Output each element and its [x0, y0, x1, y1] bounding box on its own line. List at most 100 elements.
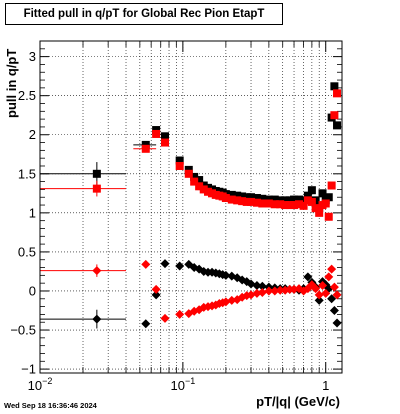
data-point-square: [175, 161, 184, 170]
data-point-diamond: [160, 313, 170, 323]
y-tick-label: 0: [29, 283, 36, 298]
data-point-diamond: [252, 281, 262, 291]
y-axis-label: pull in q/pT: [4, 48, 19, 118]
series-0: [40, 82, 342, 213]
data-point-diamond: [332, 318, 342, 328]
x-tick-label: 10−1: [170, 376, 195, 393]
data-point-diamond: [252, 288, 262, 298]
data-point-square: [299, 201, 308, 210]
data-point-square: [247, 193, 256, 202]
data-point-square: [252, 198, 261, 207]
data-point-square: [141, 144, 150, 153]
data-point-diamond: [311, 284, 321, 294]
data-point-square: [264, 199, 273, 208]
data-point-diamond: [314, 290, 324, 300]
data-point-diamond: [329, 306, 339, 316]
y-tick-label: 3: [29, 49, 36, 64]
x-tick-label: 1: [322, 378, 329, 393]
y-tick-label: 0.5: [18, 244, 36, 259]
data-markers: [40, 82, 342, 329]
data-point-square: [161, 132, 170, 141]
data-point-square: [252, 194, 261, 203]
data-point-diamond: [141, 319, 151, 329]
data-point-diamond: [327, 294, 337, 304]
data-point-square: [303, 196, 312, 205]
data-point-diamond: [332, 290, 342, 300]
data-point-square: [258, 194, 267, 203]
x-tick-label-exponent: −1: [185, 376, 195, 386]
data-point-square: [299, 196, 308, 205]
data-point-square: [195, 176, 204, 185]
plot-frame: [39, 40, 343, 374]
data-point-square: [330, 111, 339, 120]
data-point-square: [333, 89, 342, 98]
data-point-square: [195, 182, 204, 191]
data-point-square: [321, 199, 330, 208]
data-point-diamond: [324, 272, 334, 282]
data-point-square: [233, 196, 242, 205]
data-point-square: [327, 181, 336, 190]
chart-title: Fitted pull in q/pT for Global Rec Pion …: [5, 3, 283, 25]
data-point-square: [204, 187, 213, 196]
y-tick-label: 2.5: [18, 88, 36, 103]
data-point-square: [242, 193, 251, 202]
data-point-square: [311, 204, 320, 213]
data-point-square: [190, 172, 199, 181]
data-point-diamond: [275, 285, 285, 295]
data-point-square: [199, 185, 208, 194]
data-point-square: [333, 121, 342, 130]
data-point-square: [227, 190, 236, 199]
data-point-diamond: [329, 282, 339, 292]
data-point-square: [285, 201, 294, 210]
data-point-square: [258, 199, 267, 208]
series-3: [40, 259, 342, 323]
data-point-square: [303, 191, 312, 200]
x-tick-label-base: 10: [170, 378, 184, 393]
data-point-diamond: [270, 286, 280, 296]
data-point-square: [161, 138, 170, 147]
data-point-square: [307, 197, 316, 206]
data-point-diamond: [227, 295, 237, 305]
data-point-diamond: [318, 281, 328, 291]
data-point-square: [152, 129, 161, 138]
x-tick-label-base: 1: [322, 378, 329, 393]
data-point-square: [294, 200, 303, 209]
data-point-diamond: [175, 261, 185, 271]
data-point-diamond: [151, 290, 161, 300]
data-point-diamond: [257, 288, 267, 298]
data-point-diamond: [92, 266, 102, 276]
data-point-diamond: [264, 286, 274, 296]
series-1: [40, 89, 342, 221]
data-point-square: [92, 169, 101, 178]
data-point-square: [324, 212, 333, 221]
data-point-square: [307, 186, 316, 195]
data-point-square: [270, 200, 279, 209]
axis-ticks: [39, 40, 342, 373]
y-tick-label: −0.5: [10, 323, 36, 338]
series-2: [40, 259, 342, 329]
data-point-square: [92, 184, 101, 193]
data-point-diamond: [141, 259, 151, 269]
data-point-square: [242, 197, 251, 206]
data-point-square: [227, 195, 236, 204]
data-point-square: [233, 191, 242, 200]
y-tick-label: 1.5: [18, 166, 36, 181]
data-point-diamond: [314, 295, 324, 305]
date-stamp: Wed Sep 18 16:36:46 2024: [4, 401, 97, 410]
x-tick-label-base: 10: [28, 378, 42, 393]
data-point-square: [238, 197, 247, 206]
data-point-square: [318, 189, 327, 198]
y-tick-label: 2: [29, 127, 36, 142]
data-point-square: [281, 196, 290, 205]
data-point-diamond: [160, 259, 170, 269]
x-tick-label-exponent: −2: [42, 376, 52, 386]
y-tick-label: −1: [21, 362, 36, 377]
data-point-square: [330, 82, 339, 91]
data-point-diamond: [327, 264, 337, 274]
data-point-square: [281, 201, 290, 210]
data-point-diamond: [175, 309, 185, 319]
data-point-square: [270, 195, 279, 204]
data-point-diamond: [257, 281, 267, 291]
